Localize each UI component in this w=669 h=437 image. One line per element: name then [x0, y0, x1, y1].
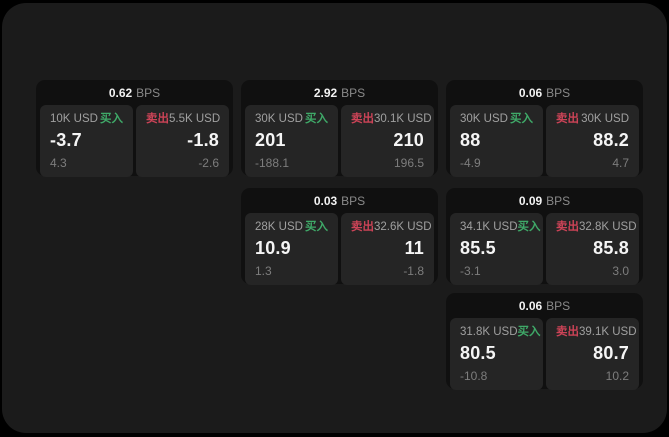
bps-value: 0.06 [518, 298, 543, 313]
quote-card[interactable]: 0.03 BPS 28K USD 买入 10.9 1.3 卖出 32.6K US… [241, 188, 438, 285]
sell-price: 210 [393, 130, 424, 150]
buy-price: -3.7 [50, 130, 82, 150]
sell-panel[interactable]: 卖出 5.5K USD -1.8 -2.6 [136, 105, 229, 177]
buy-tag: 买入 [510, 113, 533, 125]
bps-value: 0.62 [108, 85, 133, 100]
buy-price: 80.5 [460, 343, 496, 363]
bps-value: 0.09 [518, 193, 543, 208]
sell-panel[interactable]: 卖出 39.1K USD 80.7 10.2 [546, 318, 639, 390]
buy-amount: 34.1K USD [460, 221, 518, 233]
buy-tag: 买入 [517, 326, 541, 338]
sell-delta: 10.2 [605, 369, 629, 383]
bps-header: 0.06 BPS [446, 80, 643, 105]
bps-label: BPS [341, 193, 366, 208]
sell-tag: 卖出 [351, 113, 374, 125]
bps-value: 0.06 [518, 85, 543, 100]
buy-delta: 1.3 [255, 264, 272, 278]
buy-amount: 30K USD [255, 113, 303, 125]
quote-card[interactable]: 0.09 BPS 34.1K USD 买入 85.5 -3.1 卖出 32.8K… [446, 188, 643, 285]
quote-body: 31.8K USD 买入 80.5 -10.8 卖出 39.1K USD 80.… [446, 318, 643, 395]
bps-label: BPS [546, 85, 571, 100]
sell-panel[interactable]: 卖出 32.8K USD 85.8 3.0 [546, 213, 639, 285]
sell-delta: 3.0 [612, 264, 629, 278]
sell-amount: 30.1K USD [374, 113, 432, 125]
buy-tag: 买入 [517, 221, 541, 233]
buy-delta: -188.1 [255, 156, 290, 170]
bps-value: 0.03 [313, 193, 338, 208]
buy-delta: -4.9 [460, 156, 481, 170]
buy-panel[interactable]: 30K USD 买入 201 -188.1 [245, 105, 338, 177]
sell-amount: 32.8K USD [579, 221, 637, 233]
buy-panel[interactable]: 31.8K USD 买入 80.5 -10.8 [450, 318, 543, 390]
buy-tag: 买入 [100, 113, 123, 125]
sell-amount: 30K USD [581, 113, 629, 125]
buy-amount: 31.8K USD [460, 326, 518, 338]
buy-price: 201 [255, 130, 286, 150]
bps-header: 0.09 BPS [446, 188, 643, 213]
bps-label: BPS [341, 85, 366, 100]
buy-delta: -10.8 [460, 369, 488, 383]
sell-price: -1.8 [187, 130, 219, 150]
sell-panel[interactable]: 卖出 30K USD 88.2 4.7 [546, 105, 639, 177]
bps-label: BPS [136, 85, 161, 100]
buy-delta: 4.3 [50, 156, 67, 170]
sell-delta: 196.5 [393, 156, 424, 170]
bps-header: 0.03 BPS [241, 188, 438, 213]
quote-body: 28K USD 买入 10.9 1.3 卖出 32.6K USD 11 -1.8 [241, 213, 438, 290]
buy-panel[interactable]: 30K USD 买入 88 -4.9 [450, 105, 543, 177]
bps-header: 2.92 BPS [241, 80, 438, 105]
sell-tag: 卖出 [556, 113, 579, 125]
sell-amount: 32.6K USD [374, 221, 432, 233]
sell-tag: 卖出 [351, 221, 374, 233]
bps-header: 0.62 BPS [36, 80, 233, 105]
quote-body: 34.1K USD 买入 85.5 -3.1 卖出 32.8K USD 85.8… [446, 213, 643, 290]
buy-price: 10.9 [255, 238, 291, 258]
quote-body: 10K USD 买入 -3.7 4.3 卖出 5.5K USD -1.8 -2.… [36, 105, 233, 182]
quote-body: 30K USD 买入 201 -188.1 卖出 30.1K USD 210 1… [241, 105, 438, 182]
buy-panel[interactable]: 28K USD 买入 10.9 1.3 [245, 213, 338, 285]
buy-price: 88 [460, 130, 481, 150]
quote-card[interactable]: 0.06 BPS 30K USD 买入 88 -4.9 卖出 30K USD [446, 80, 643, 177]
sell-tag: 卖出 [556, 326, 579, 338]
buy-price: 85.5 [460, 238, 496, 258]
buy-delta: -3.1 [460, 264, 481, 278]
app-panel: 0.62 BPS 10K USD 买入 -3.7 4.3 卖出 5.5K USD [2, 3, 667, 433]
sell-amount: 39.1K USD [579, 326, 637, 338]
sell-tag: 卖出 [146, 113, 169, 125]
sell-delta: -1.8 [403, 264, 424, 278]
sell-tag: 卖出 [556, 221, 579, 233]
bps-value: 2.92 [313, 85, 338, 100]
sell-delta: 4.7 [612, 156, 629, 170]
bps-label: BPS [546, 298, 571, 313]
buy-amount: 30K USD [460, 113, 508, 125]
quote-card[interactable]: 2.92 BPS 30K USD 买入 201 -188.1 卖出 30.1K … [241, 80, 438, 177]
bps-header: 0.06 BPS [446, 293, 643, 318]
sell-panel[interactable]: 卖出 32.6K USD 11 -1.8 [341, 213, 434, 285]
quote-card[interactable]: 0.06 BPS 31.8K USD 买入 80.5 -10.8 卖出 39.1… [446, 293, 643, 390]
sell-price: 11 [404, 238, 424, 258]
sell-delta: -2.6 [198, 156, 219, 170]
buy-panel[interactable]: 34.1K USD 买入 85.5 -3.1 [450, 213, 543, 285]
buy-amount: 28K USD [255, 221, 303, 233]
bps-label: BPS [546, 193, 571, 208]
quote-card[interactable]: 0.62 BPS 10K USD 买入 -3.7 4.3 卖出 5.5K USD [36, 80, 233, 177]
sell-amount: 5.5K USD [169, 113, 221, 125]
buy-amount: 10K USD [50, 113, 98, 125]
quote-body: 30K USD 买入 88 -4.9 卖出 30K USD 88.2 4.7 [446, 105, 643, 182]
sell-price: 85.8 [593, 238, 629, 258]
buy-panel[interactable]: 10K USD 买入 -3.7 4.3 [40, 105, 133, 177]
sell-price: 80.7 [593, 343, 629, 363]
sell-price: 88.2 [593, 130, 629, 150]
buy-tag: 买入 [305, 113, 328, 125]
sell-panel[interactable]: 卖出 30.1K USD 210 196.5 [341, 105, 434, 177]
buy-tag: 买入 [305, 221, 328, 233]
